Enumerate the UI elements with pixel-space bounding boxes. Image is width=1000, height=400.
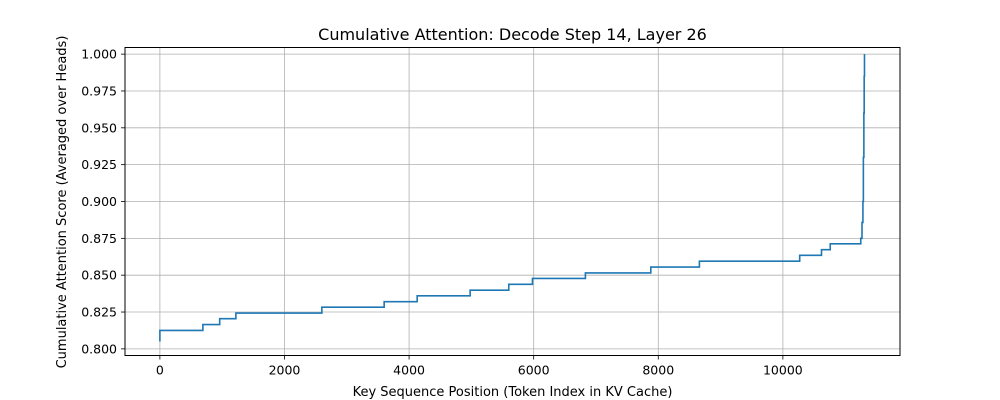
x-tick-label: 6000 xyxy=(518,363,550,378)
x-tick-label: 2000 xyxy=(269,363,301,378)
x-axis-label: Key Sequence Position (Token Index in KV… xyxy=(353,385,673,400)
series-layer xyxy=(159,54,866,342)
x-tick-label: 0 xyxy=(156,363,164,378)
y-tick-label: 0.975 xyxy=(81,83,117,98)
x-tick-label: 4000 xyxy=(393,363,425,378)
grid xyxy=(125,47,900,356)
cumulative-attention-line xyxy=(159,54,866,342)
x-tick-label: 8000 xyxy=(642,363,674,378)
y-tick-label: 0.825 xyxy=(81,305,117,320)
ticks: 0 2000 4000 6000 8000 10000 0.800 0.825 0.850 0.8… xyxy=(81,47,803,378)
y-tick-label: 0.900 xyxy=(81,194,117,209)
y-tick-label: 0.800 xyxy=(81,341,117,356)
y-tick-label: 1.000 xyxy=(81,47,117,62)
y-axis-label: Cumulative Attention Score (Averaged ove… xyxy=(55,36,70,369)
y-tick-label: 0.850 xyxy=(81,268,117,283)
x-tick-label: 10000 xyxy=(763,363,803,378)
chart-title: Cumulative Attention: Decode Step 14, La… xyxy=(318,25,707,44)
y-tick-label: 0.925 xyxy=(81,157,117,172)
y-tick-label: 0.950 xyxy=(81,120,117,135)
y-tick-label: 0.875 xyxy=(81,231,117,246)
